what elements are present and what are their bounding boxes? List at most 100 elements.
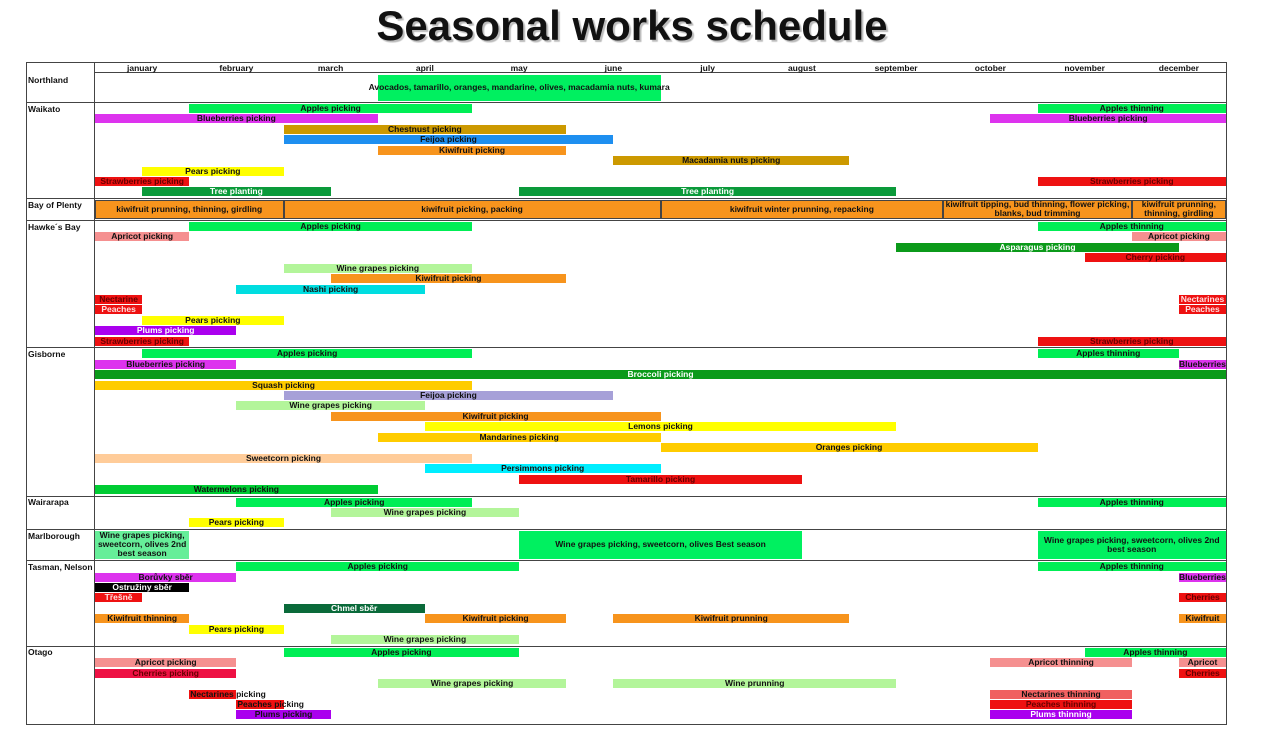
schedule-bar-label: Wine grapes picking, sweetcorn, olives 2… [1043, 534, 1220, 554]
schedule-bar-label: Strawberries picking [100, 176, 184, 187]
schedule-bar: Nectarine [95, 293, 143, 304]
schedule-bar: Apples thinning [1084, 647, 1226, 657]
schedule-bar-label: Nectarine [99, 293, 138, 304]
schedule-bar-label: Plums picking [254, 709, 313, 720]
schedule-bar-label: Blueberries picking [126, 358, 206, 369]
schedule-bar-label: Nashi picking [302, 283, 359, 294]
schedule-bar-label: Apples picking [300, 220, 361, 231]
schedule-bar: Apples picking [236, 497, 472, 507]
schedule-bar: Wine grapes picking [377, 678, 567, 689]
schedule-bar: Apricot picking [95, 232, 190, 242]
schedule-bar: Plums picking [236, 709, 331, 720]
schedule-bar-label: Blueberries [1179, 571, 1226, 582]
schedule-bar-label: Broccoli picking [627, 369, 694, 380]
schedule-bar: Lemons picking [424, 422, 897, 432]
schedule-bar-label: kiwifruit tipping, bud thinning, flower … [945, 199, 1130, 219]
region-separator [26, 529, 1227, 531]
schedule-bar-label: Apples thinning [1076, 348, 1141, 359]
schedule-bar: Apples picking [142, 348, 472, 359]
schedule-bar-label: Tamarillo picking [625, 473, 696, 484]
region-separator [26, 220, 1227, 222]
schedule-bar: Apricot picking [95, 657, 237, 668]
schedule-bar: Wine grapes picking [330, 635, 520, 645]
schedule-bar: Plums thinning [990, 710, 1132, 720]
schedule-bar-label: Kiwifruit picking [462, 410, 529, 421]
schedule-bar-label: Nectarines [1180, 293, 1225, 304]
schedule-bar-label: Strawberries picking [100, 335, 184, 346]
month-label-april: april [415, 63, 434, 73]
schedule-bar-label: Pears picking [185, 314, 241, 325]
schedule-bar-label: Wine grapes picking [383, 506, 467, 517]
schedule-bar: Mandarines picking [377, 432, 661, 442]
schedule-bar-label: Apricot picking [1147, 231, 1210, 242]
schedule-bar: Apricot picking [1131, 231, 1226, 242]
schedule-bar: Macadamia nuts picking [613, 156, 849, 166]
schedule-bar-label: Apricot picking [134, 657, 197, 668]
schedule-bar-label: kiwifruit picking, packing [421, 203, 523, 214]
region-label: Northland [28, 74, 69, 85]
schedule-bar: Pears picking [189, 518, 284, 528]
schedule-bar: Cherries [1178, 668, 1226, 678]
schedule-bar-label: Feijoa picking [420, 134, 477, 145]
schedule-bar-label: Watermelons picking [193, 484, 279, 495]
schedule-bar: Apples picking [283, 647, 520, 657]
schedule-bar: Wine grapes picking, sweetcorn, olives B… [519, 530, 802, 559]
schedule-bar: Blueberries picking [95, 358, 237, 369]
schedule-bar: Kiwifruit picking [330, 274, 567, 284]
schedule-bar-label: Pears picking [185, 165, 241, 176]
schedule-bar: Plums picking [95, 326, 237, 336]
schedule-bar: Broccoli picking [95, 369, 1226, 380]
schedule-bar: Wine grapes picking, sweetcorn, olives 2… [95, 530, 190, 559]
schedule-bar-label: Ostružiny sběr [112, 582, 172, 592]
schedule-bar: Cherries picking [95, 668, 237, 678]
schedule-bar: Třešně [95, 592, 143, 603]
month-label-august: august [787, 63, 816, 73]
schedule-bar-label: Peaches [101, 304, 136, 315]
schedule-bar: Squash picking [95, 380, 472, 390]
schedule-bar: Peaches [95, 304, 143, 315]
schedule-bar-label: kiwifruit prunning, thinning, girdling [116, 203, 263, 214]
schedule-bar-label: Peaches thinning [1025, 698, 1097, 709]
schedule-bar-label: kiwifruit prunning, thinning, girdling [1141, 199, 1216, 219]
schedule-bar-label: Apples picking [276, 348, 338, 359]
schedule-bar: Kiwifruit picking [377, 144, 567, 155]
schedule-bar: Apples picking [236, 562, 520, 572]
schedule-bar-label: Kiwifruit picking [462, 613, 529, 624]
schedule-bar-label: Apples picking [300, 102, 361, 113]
schedule-bar: Kiwifruit picking [424, 613, 567, 624]
schedule-bar-label: Třešně [104, 592, 133, 603]
schedule-bar-label: Kiwifruit picking [438, 144, 506, 155]
schedule-bar: Apples thinning [1037, 348, 1179, 359]
schedule-bar-label: Chmel sběr [331, 602, 378, 613]
schedule-bar: Ostružiny sběr [95, 582, 190, 592]
schedule-bar: kiwifruit prunning, thinning, girdling [95, 199, 284, 219]
schedule-bar: Borůvky sběr [95, 571, 237, 582]
schedule-bar-label: Tree planting [209, 186, 263, 197]
schedule-bar-label: Wine prunning [725, 678, 785, 689]
schedule-bar: Apples thinning [1037, 561, 1226, 572]
schedule-bar-label: Asparagus picking [999, 241, 1076, 252]
schedule-bar-label: Kiwifruit [1185, 613, 1220, 624]
schedule-bar-label: Blueberries [1179, 358, 1226, 369]
schedule-bar-label: Nectarines thinning [1021, 688, 1101, 699]
schedule-bar: Oranges picking [660, 442, 1038, 453]
schedule-bar: kiwifruit prunning, thinning, girdling [1131, 199, 1226, 219]
schedule-bar-label: Oranges picking [815, 442, 883, 453]
region-label: Marlborough [28, 530, 80, 541]
schedule-bar: Kiwifruit prunning [613, 614, 849, 624]
schedule-bar: Strawberries picking [95, 335, 190, 346]
schedule-bar: Kiwifruit [1178, 613, 1226, 624]
schedule-bar: Pears picking [142, 314, 284, 325]
region-separator [26, 645, 1227, 647]
schedule-bar-label: Blueberries picking [196, 113, 276, 124]
schedule-bar-label: Borůvky sběr [138, 571, 193, 582]
schedule-bar-label: Apples thinning [1099, 561, 1164, 572]
schedule-bar-label: Wine grapes picking, sweetcorn, olives 2… [97, 530, 187, 559]
schedule-bar: Kiwifruit picking [330, 410, 661, 421]
month-label-december: december [1158, 63, 1199, 73]
schedule-bar: Avocados, tamarillo, oranges, mandarine,… [369, 74, 670, 101]
region-label: Waikato [28, 103, 61, 114]
region-label: Gisborne [28, 348, 66, 359]
schedule-bar-label: Wine grapes picking [430, 678, 514, 689]
schedule-bar: Wine grapes picking [283, 263, 472, 273]
